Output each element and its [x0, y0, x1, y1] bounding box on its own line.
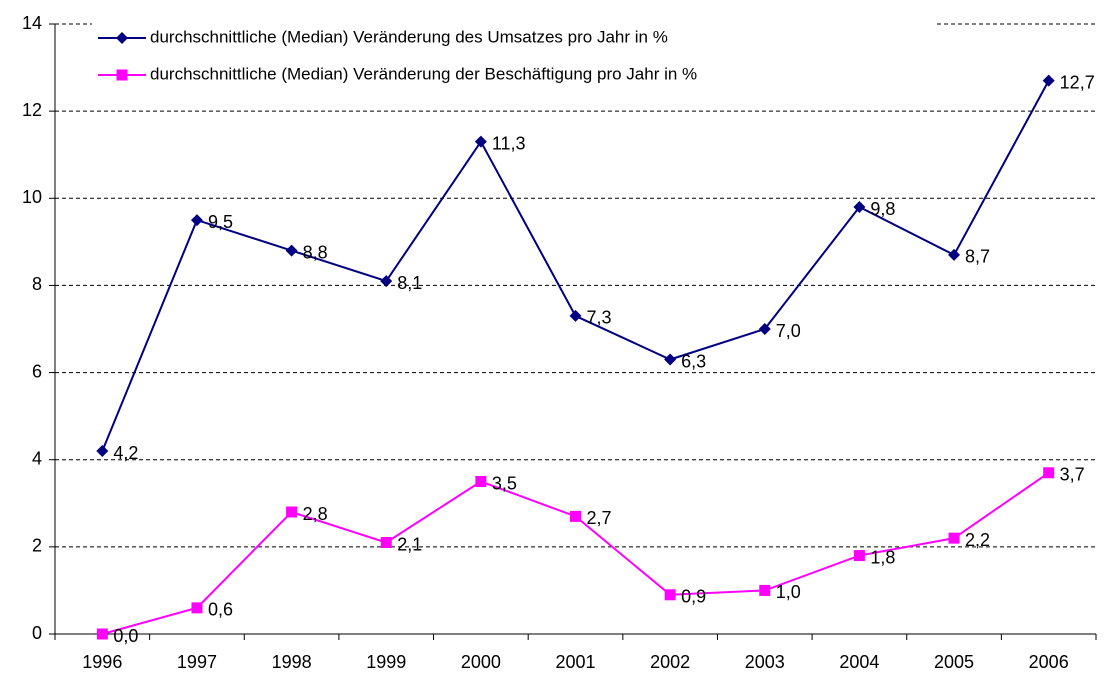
- legend-background: [92, 22, 937, 92]
- data-point: [759, 584, 771, 596]
- data-label: 8,7: [965, 247, 990, 267]
- data-point: [569, 309, 582, 322]
- data-label: 1,0: [776, 582, 801, 602]
- data-point: [285, 244, 298, 257]
- y-tick-label: 4: [32, 448, 42, 468]
- data-point: [380, 537, 392, 548]
- y-tick-label: 6: [32, 361, 42, 381]
- data-label: 11,3: [492, 133, 526, 153]
- y-tick-label: 10: [22, 187, 42, 207]
- data-point: [1042, 74, 1055, 87]
- x-tick-label: 1999: [366, 652, 406, 672]
- data-point: [191, 602, 203, 614]
- x-tick-label: 2001: [555, 652, 595, 672]
- data-label: 8,1: [397, 273, 422, 293]
- y-tick-label: 0: [32, 623, 42, 643]
- data-point: [664, 589, 676, 601]
- data-label: 2,7: [587, 508, 612, 528]
- data-point: [380, 275, 393, 288]
- data-point: [474, 135, 487, 148]
- data-label: 1,8: [870, 547, 895, 567]
- legend-label: durchschnittliche (Median) Veränderung d…: [150, 64, 697, 83]
- x-tick-label: 1996: [82, 652, 122, 672]
- y-tick-label: 14: [22, 13, 42, 33]
- data-label: 8,8: [303, 242, 328, 262]
- data-label: 12,7: [1060, 72, 1095, 92]
- data-label: 7,0: [776, 321, 801, 341]
- x-tick-label: 2000: [461, 652, 501, 672]
- data-label: 7,3: [587, 308, 612, 328]
- data-label: 4,2: [113, 443, 138, 463]
- data-point: [664, 353, 677, 366]
- data-point: [758, 323, 771, 335]
- x-tick-label: 2005: [934, 652, 974, 672]
- legend-label: durchschnittliche (Median) Veränderung d…: [150, 27, 668, 46]
- data-point: [96, 628, 108, 640]
- data-point: [948, 248, 961, 261]
- data-point: [286, 506, 298, 518]
- x-tick-label: 2004: [839, 652, 879, 672]
- data-label: 0,9: [681, 587, 706, 607]
- data-label: 0,6: [208, 600, 233, 620]
- x-tick-label: 2003: [745, 652, 785, 672]
- y-tick-label: 8: [32, 274, 42, 294]
- x-tick-label: 1997: [177, 652, 217, 672]
- data-label: 9,5: [208, 212, 233, 232]
- y-tick-label: 12: [22, 100, 42, 120]
- data-label: 9,8: [870, 199, 895, 219]
- data-point: [1043, 467, 1055, 479]
- data-point: [190, 214, 203, 227]
- x-tick-label: 2006: [1029, 652, 1069, 672]
- data-point: [853, 550, 865, 562]
- data-label: 6,3: [681, 351, 706, 371]
- y-tick-label: 2: [32, 536, 42, 556]
- data-label: 0,0: [113, 626, 138, 646]
- data-point: [853, 201, 866, 213]
- data-point: [96, 445, 109, 457]
- data-point: [570, 510, 581, 522]
- data-label: 2,2: [965, 530, 990, 550]
- data-label: 3,7: [1060, 465, 1085, 485]
- legend-marker: [116, 69, 128, 81]
- x-tick-label: 2002: [650, 652, 690, 672]
- x-tick-label: 1998: [272, 652, 312, 672]
- data-label: 3,5: [492, 473, 517, 493]
- legend-marker: [116, 32, 128, 44]
- data-point: [475, 476, 487, 487]
- data-label: 2,1: [397, 534, 422, 554]
- data-label: 2,8: [303, 504, 328, 524]
- data-point: [948, 532, 960, 544]
